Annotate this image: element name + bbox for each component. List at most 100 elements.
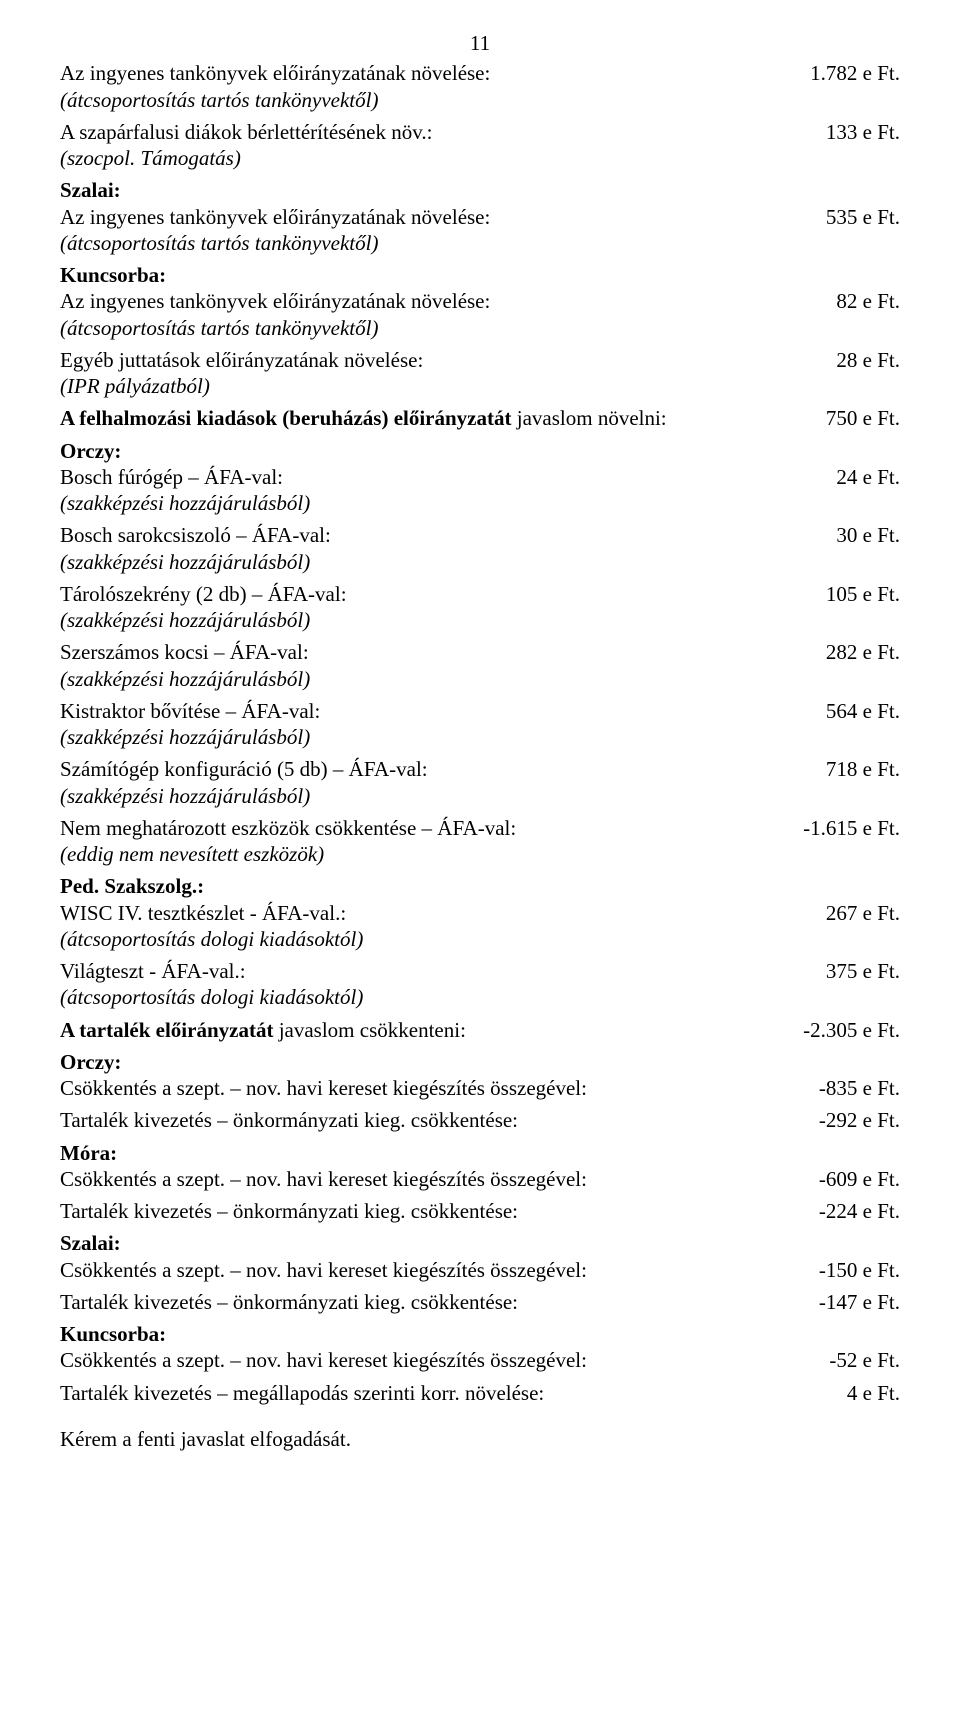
section-heading: Ped. Szakszolg.: xyxy=(60,873,900,899)
section-heading: Kuncsorba: xyxy=(60,1321,900,1347)
line-row: A tartalék előirányzatát javaslom csökke… xyxy=(60,1017,900,1043)
line-item: A szapárfalusi diákok bérlettérítésének … xyxy=(60,119,900,172)
line-value: -1.615 e Ft. xyxy=(783,815,900,841)
line-value: -224 e Ft. xyxy=(799,1198,900,1224)
line-label: Tartalék kivezetés – önkormányzati kieg.… xyxy=(60,1198,799,1224)
line-label: Az ingyenes tankönyvek előirányzatának n… xyxy=(60,204,806,230)
line-label: Tartalék kivezetés – megállapodás szerin… xyxy=(60,1380,827,1406)
line-row: Tartalék kivezetés – önkormányzati kieg.… xyxy=(60,1198,900,1224)
line-item: Az ingyenes tankönyvek előirányzatának n… xyxy=(60,288,900,341)
line-row: Számítógép konfiguráció (5 db) – ÁFA-val… xyxy=(60,756,900,782)
section-heading: Orczy: xyxy=(60,1049,900,1075)
line-note: (átcsoportosítás dologi kiadásoktól) xyxy=(60,926,900,952)
line-row: Csökkentés a szept. – nov. havi kereset … xyxy=(60,1075,900,1101)
line-item: Csökkentés a szept. – nov. havi kereset … xyxy=(60,1347,900,1373)
line-label-bold: A felhalmozási kiadások (beruházás) elői… xyxy=(60,406,512,430)
line-value: 24 e Ft. xyxy=(816,464,900,490)
line-label: A felhalmozási kiadások (beruházás) elői… xyxy=(60,405,806,431)
line-label: Csökkentés a szept. – nov. havi kereset … xyxy=(60,1347,809,1373)
line-item: Csökkentés a szept. – nov. havi kereset … xyxy=(60,1257,900,1283)
line-item: Tárolószekrény (2 db) – ÁFA-val:105 e Ft… xyxy=(60,581,900,634)
line-note: (szakképzési hozzájárulásból) xyxy=(60,724,900,750)
line-item: Szerszámos kocsi – ÁFA-val:282 e Ft.(sza… xyxy=(60,639,900,692)
line-value: 4 e Ft. xyxy=(827,1380,900,1406)
line-note: (átcsoportosítás tartós tankönyvektől) xyxy=(60,87,900,113)
line-row: A felhalmozási kiadások (beruházás) elői… xyxy=(60,405,900,431)
line-value: -150 e Ft. xyxy=(799,1257,900,1283)
line-item: Tartalék kivezetés – önkormányzati kieg.… xyxy=(60,1289,900,1315)
line-label: Szerszámos kocsi – ÁFA-val: xyxy=(60,639,806,665)
section-heading: Kuncsorba: xyxy=(60,262,900,288)
line-value: 30 e Ft. xyxy=(816,522,900,548)
line-item: Bosch sarokcsiszoló – ÁFA-val:30 e Ft.(s… xyxy=(60,522,900,575)
line-value: 750 e Ft. xyxy=(806,405,900,431)
line-row: Tartalék kivezetés – önkormányzati kieg.… xyxy=(60,1289,900,1315)
line-item: Csökkentés a szept. – nov. havi kereset … xyxy=(60,1166,900,1192)
line-label-rest: javaslom csökkenteni: xyxy=(273,1018,465,1042)
line-row: Csökkentés a szept. – nov. havi kereset … xyxy=(60,1347,900,1373)
line-row: Az ingyenes tankönyvek előirányzatának n… xyxy=(60,204,900,230)
line-label: Bosch sarokcsiszoló – ÁFA-val: xyxy=(60,522,816,548)
line-row: Egyéb juttatások előirányzatának növelés… xyxy=(60,347,900,373)
page-number: 11 xyxy=(60,30,900,56)
line-value: 564 e Ft. xyxy=(806,698,900,724)
line-row: Csökkentés a szept. – nov. havi kereset … xyxy=(60,1166,900,1192)
line-label: Bosch fúrógép – ÁFA-val: xyxy=(60,464,816,490)
line-note: (átcsoportosítás dologi kiadásoktól) xyxy=(60,984,900,1010)
line-label: Világteszt - ÁFA-val.: xyxy=(60,958,806,984)
line-row: WISC IV. tesztkészlet - ÁFA-val.:267 e F… xyxy=(60,900,900,926)
section-heading: Orczy: xyxy=(60,438,900,464)
line-row: Az ingyenes tankönyvek előirányzatának n… xyxy=(60,288,900,314)
line-item: Csökkentés a szept. – nov. havi kereset … xyxy=(60,1075,900,1101)
line-note: (szocpol. Támogatás) xyxy=(60,145,900,171)
line-note: (eddig nem nevesített eszközök) xyxy=(60,841,900,867)
line-label: Az ingyenes tankönyvek előirányzatának n… xyxy=(60,60,790,86)
line-item: A felhalmozási kiadások (beruházás) elői… xyxy=(60,405,900,431)
line-item: Nem meghatározott eszközök csökkentése –… xyxy=(60,815,900,868)
line-label: Tárolószekrény (2 db) – ÁFA-val: xyxy=(60,581,806,607)
line-row: Tartalék kivezetés – megállapodás szerin… xyxy=(60,1380,900,1406)
line-row: Bosch sarokcsiszoló – ÁFA-val:30 e Ft. xyxy=(60,522,900,548)
line-row: Nem meghatározott eszközök csökkentése –… xyxy=(60,815,900,841)
line-label: A tartalék előirányzatát javaslom csökke… xyxy=(60,1017,783,1043)
line-item: Tartalék kivezetés – megállapodás szerin… xyxy=(60,1380,900,1406)
line-item: A tartalék előirányzatát javaslom csökke… xyxy=(60,1017,900,1043)
line-value: 1.782 e Ft. xyxy=(790,60,900,86)
line-value: -147 e Ft. xyxy=(799,1289,900,1315)
line-label-rest: javaslom növelni: xyxy=(512,406,667,430)
line-label: Csökkentés a szept. – nov. havi kereset … xyxy=(60,1257,799,1283)
section-heading: Szalai: xyxy=(60,1230,900,1256)
line-row: Tartalék kivezetés – önkormányzati kieg.… xyxy=(60,1107,900,1133)
line-item: Az ingyenes tankönyvek előirányzatának n… xyxy=(60,204,900,257)
line-note: (szakképzési hozzájárulásból) xyxy=(60,607,900,633)
line-label: Az ingyenes tankönyvek előirányzatának n… xyxy=(60,288,816,314)
line-label-bold: A tartalék előirányzatát xyxy=(60,1018,273,1042)
line-item: WISC IV. tesztkészlet - ÁFA-val.:267 e F… xyxy=(60,900,900,953)
line-row: Kistraktor bővítése – ÁFA-val:564 e Ft. xyxy=(60,698,900,724)
line-item: Az ingyenes tankönyvek előirányzatának n… xyxy=(60,60,900,113)
line-label: Egyéb juttatások előirányzatának növelés… xyxy=(60,347,816,373)
line-row: Szerszámos kocsi – ÁFA-val:282 e Ft. xyxy=(60,639,900,665)
line-value: 133 e Ft. xyxy=(806,119,900,145)
section-heading: Szalai: xyxy=(60,177,900,203)
line-label: A szapárfalusi diákok bérlettérítésének … xyxy=(60,119,806,145)
line-label: Számítógép konfiguráció (5 db) – ÁFA-val… xyxy=(60,756,806,782)
line-row: A szapárfalusi diákok bérlettérítésének … xyxy=(60,119,900,145)
line-note: (átcsoportosítás tartós tankönyvektől) xyxy=(60,315,900,341)
line-value: 282 e Ft. xyxy=(806,639,900,665)
line-item: Egyéb juttatások előirányzatának növelés… xyxy=(60,347,900,400)
line-note: (szakképzési hozzájárulásból) xyxy=(60,783,900,809)
line-label: Csökkentés a szept. – nov. havi kereset … xyxy=(60,1166,799,1192)
line-note: (szakképzési hozzájárulásból) xyxy=(60,490,900,516)
line-note: (szakképzési hozzájárulásból) xyxy=(60,549,900,575)
line-row: Csökkentés a szept. – nov. havi kereset … xyxy=(60,1257,900,1283)
line-note: (átcsoportosítás tartós tankönyvektől) xyxy=(60,230,900,256)
section-heading: Móra: xyxy=(60,1140,900,1166)
line-row: Az ingyenes tankönyvek előirányzatának n… xyxy=(60,60,900,86)
line-note: (IPR pályázatból) xyxy=(60,373,900,399)
line-label: Tartalék kivezetés – önkormányzati kieg.… xyxy=(60,1107,799,1133)
line-value: 267 e Ft. xyxy=(806,900,900,926)
line-value: -292 e Ft. xyxy=(799,1107,900,1133)
line-label: Nem meghatározott eszközök csökkentése –… xyxy=(60,815,783,841)
line-row: Bosch fúrógép – ÁFA-val:24 e Ft. xyxy=(60,464,900,490)
